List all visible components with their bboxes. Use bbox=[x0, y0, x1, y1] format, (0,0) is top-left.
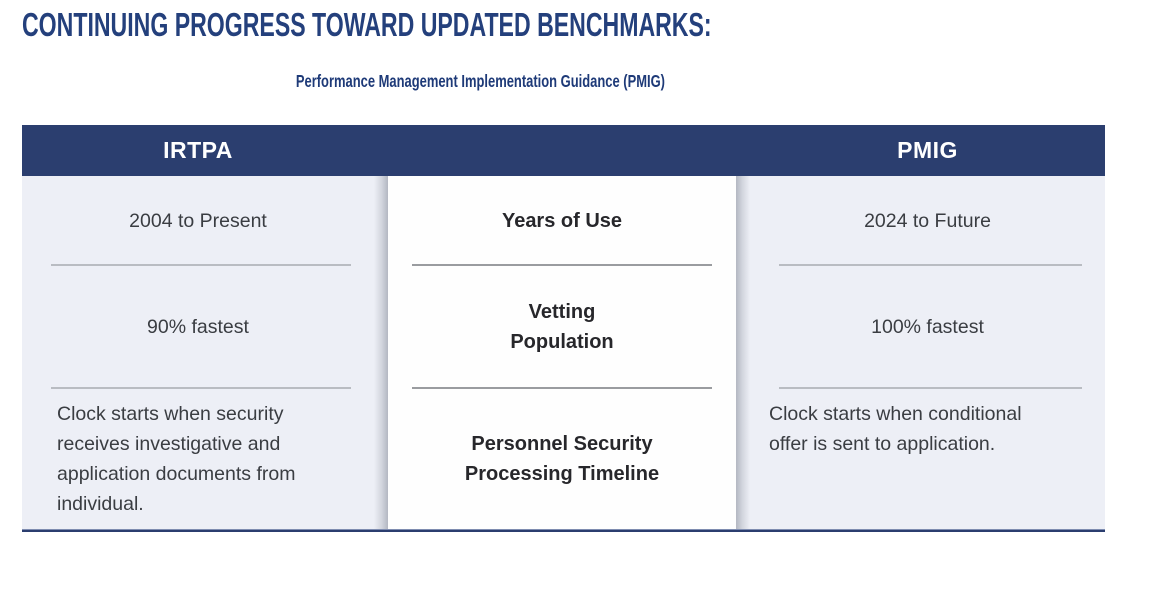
page-subtitle-text: Performance Management Implementation Gu… bbox=[295, 71, 665, 91]
row-divider bbox=[51, 264, 351, 266]
row-divider bbox=[412, 264, 712, 266]
table-bottom-border bbox=[22, 529, 1105, 532]
column-pmig: 2024 to Future 100% fastest Clock starts… bbox=[750, 176, 1105, 529]
table-header-bar: IRTPA PMIG bbox=[22, 125, 1105, 176]
page-subtitle: Performance Management Implementation Gu… bbox=[0, 71, 960, 92]
row-divider bbox=[779, 264, 1082, 266]
comparison-table: IRTPA PMIG 2004 to Present 90% fastest C… bbox=[22, 125, 1105, 532]
cell-category-years: Years of Use bbox=[501, 209, 623, 232]
cell-pmig-population: 100% fastest bbox=[871, 315, 984, 338]
cell-pmig-timeline: Clock starts when conditional offer is s… bbox=[769, 403, 1022, 455]
column-categories: Years of Use Vetting Population Personne… bbox=[388, 176, 736, 529]
cell-category-timeline: Personnel Security Processing Timeline bbox=[464, 432, 660, 485]
cell-pmig-years: 2024 to Future bbox=[864, 209, 991, 232]
panel-shadow-right bbox=[736, 176, 750, 529]
panel-shadow-left bbox=[374, 176, 388, 529]
column-header-irtpa: IRTPA bbox=[163, 137, 233, 163]
cell-irtpa-timeline: Clock starts when security receives inve… bbox=[57, 403, 296, 515]
page-title: CONTINUING PROGRESS TOWARD UPDATED BENCH… bbox=[22, 6, 712, 43]
row-divider bbox=[779, 387, 1082, 389]
row-divider bbox=[51, 387, 351, 389]
cell-irtpa-years: 2004 to Present bbox=[129, 209, 267, 232]
cell-category-population: Vetting Population bbox=[510, 300, 614, 353]
cell-irtpa-population: 90% fastest bbox=[147, 315, 249, 338]
row-divider bbox=[412, 387, 712, 389]
table-body: 2004 to Present 90% fastest Clock starts… bbox=[22, 176, 1105, 529]
column-header-pmig: PMIG bbox=[897, 137, 958, 163]
column-irtpa: 2004 to Present 90% fastest Clock starts… bbox=[22, 176, 374, 529]
